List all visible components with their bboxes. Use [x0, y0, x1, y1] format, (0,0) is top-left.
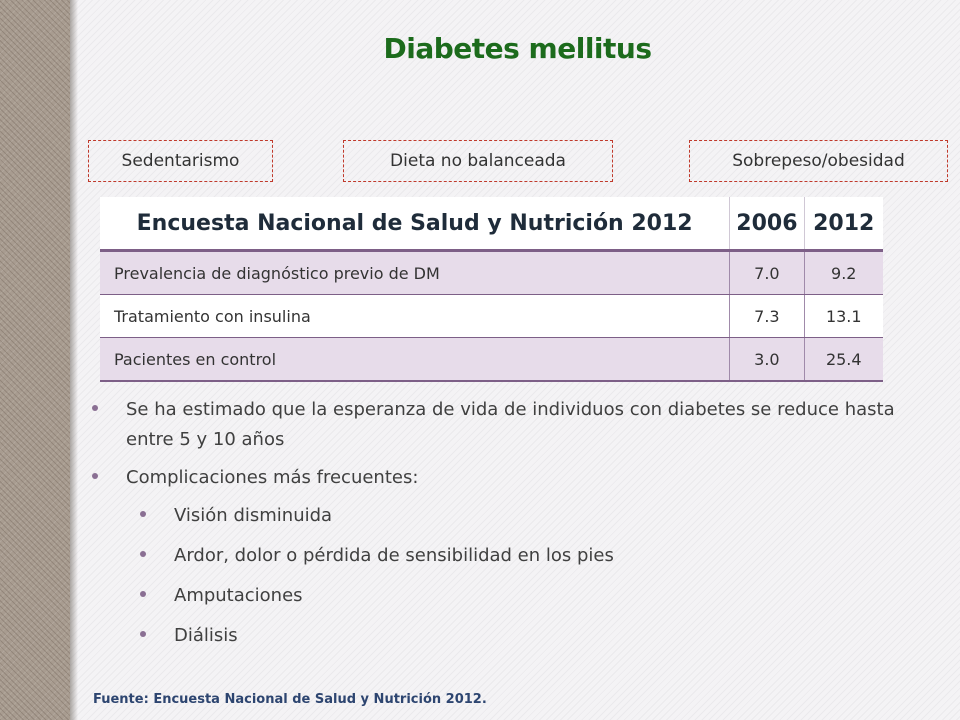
table-header-2006: 2006	[729, 197, 805, 252]
sub-bullet-text: Visión disminuida	[174, 505, 333, 526]
row-value-2012: 13.1	[804, 294, 883, 338]
sub-list-item: Diálisis	[90, 621, 910, 651]
row-label: Tratamiento con insulina	[100, 294, 731, 338]
table-header-row: Encuesta Nacional de Salud y Nutrición 2…	[100, 197, 883, 252]
decorative-sidebar	[0, 0, 70, 720]
row-value-2012: 9.2	[804, 250, 883, 295]
list-item: Se ha estimado que la esperanza de vida …	[90, 395, 910, 455]
bullet-icon	[92, 473, 98, 479]
source-citation: Fuente: Encuesta Nacional de Salud y Nut…	[93, 692, 487, 707]
risk-factor-dieta: Dieta no balanceada	[343, 140, 613, 182]
sub-list-item: Ardor, dolor o pérdida de sensibilidad e…	[90, 541, 910, 571]
risk-factor-sedentarismo: Sedentarismo	[88, 140, 273, 182]
row-value-2006: 7.3	[729, 294, 805, 338]
sub-bullet-text: Diálisis	[174, 625, 238, 646]
table-header-survey: Encuesta Nacional de Salud y Nutrición 2…	[100, 197, 731, 252]
sub-list-item: Amputaciones	[90, 581, 910, 611]
sub-bullet-text: Ardor, dolor o pérdida de sensibilidad e…	[174, 545, 614, 566]
row-value-2006: 3.0	[729, 337, 805, 382]
sidebar-shadow	[70, 0, 78, 720]
row-label: Prevalencia de diagnóstico previo de DM	[100, 250, 731, 295]
row-value-2006: 7.0	[729, 250, 805, 295]
bullet-list: Se ha estimado que la esperanza de vida …	[90, 395, 910, 661]
bullet-icon	[140, 551, 146, 557]
bullet-text: Se ha estimado que la esperanza de vida …	[126, 399, 895, 450]
table-header-2012: 2012	[804, 197, 883, 252]
sub-list-item: Visión disminuida	[90, 501, 910, 531]
slide-title: Diabetes mellitus	[383, 32, 653, 65]
bullet-text: Complicaciones más frecuentes:	[126, 467, 419, 488]
row-label: Pacientes en control	[100, 337, 731, 382]
list-item: Complicaciones más frecuentes:	[90, 463, 910, 493]
bullet-icon	[140, 511, 146, 517]
table-row: Prevalencia de diagnóstico previo de DM …	[100, 250, 883, 295]
row-value-2012: 25.4	[804, 337, 883, 382]
table-row: Pacientes en control 3.0 25.4	[100, 337, 883, 382]
table-row: Tratamiento con insulina 7.3 13.1	[100, 294, 883, 338]
bullet-icon	[140, 591, 146, 597]
risk-factor-sobrepeso: Sobrepeso/obesidad	[689, 140, 948, 182]
bullet-icon	[140, 631, 146, 637]
bullet-icon	[92, 405, 98, 411]
survey-table: Encuesta Nacional de Salud y Nutrición 2…	[100, 197, 883, 382]
sub-bullet-text: Amputaciones	[174, 585, 303, 606]
